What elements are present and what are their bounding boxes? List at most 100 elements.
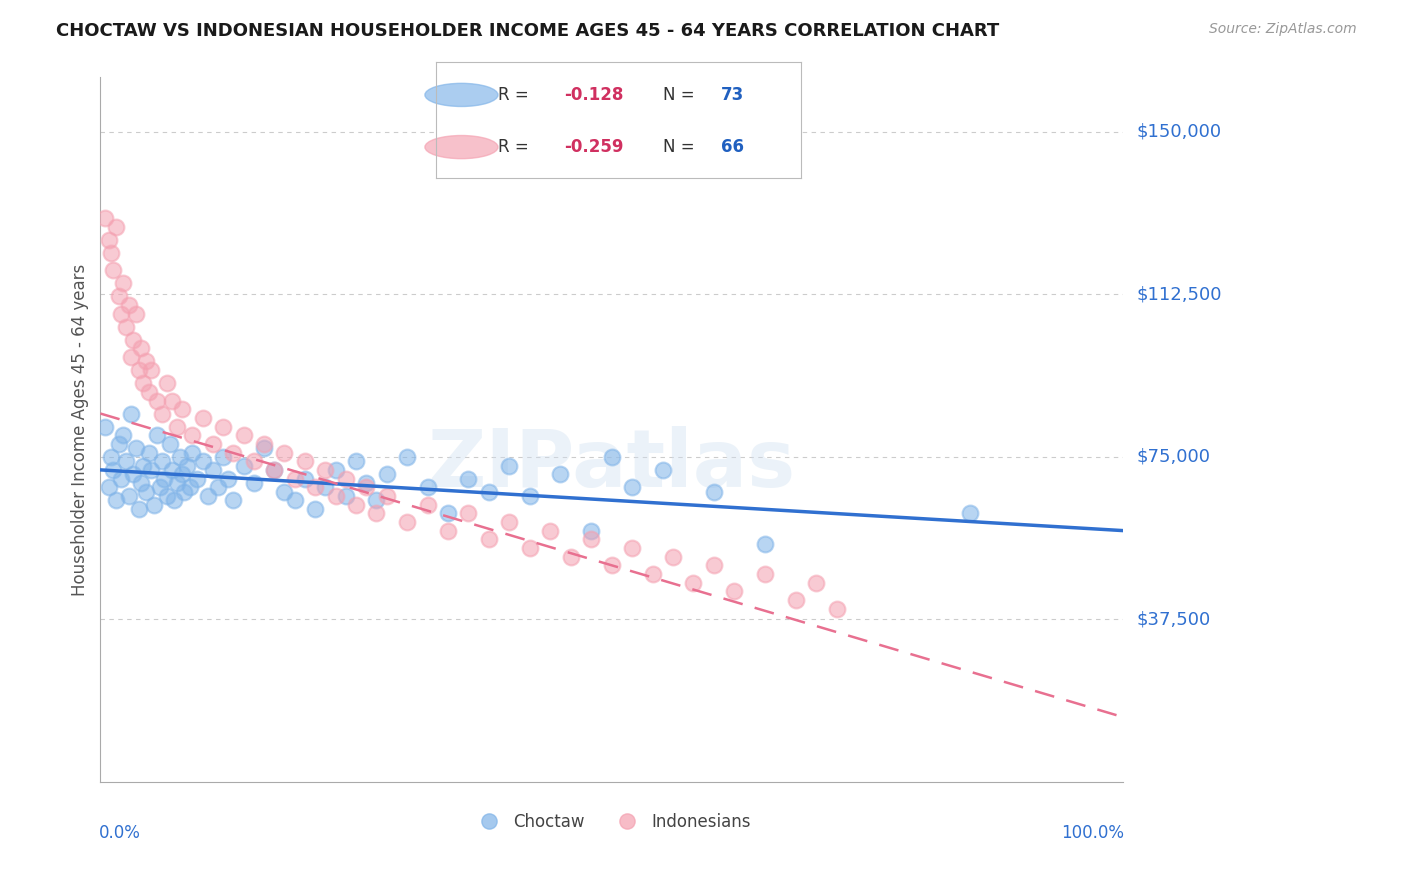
Text: R =: R = bbox=[498, 138, 534, 156]
Point bbox=[128, 363, 150, 377]
Point bbox=[804, 575, 827, 590]
Point bbox=[284, 493, 307, 508]
Point bbox=[396, 450, 419, 464]
Point bbox=[579, 533, 602, 547]
Circle shape bbox=[425, 136, 498, 159]
Point bbox=[304, 480, 326, 494]
Point bbox=[135, 484, 157, 499]
Point bbox=[212, 450, 235, 464]
Point bbox=[166, 419, 188, 434]
Point bbox=[104, 220, 127, 235]
Point bbox=[416, 480, 439, 494]
Point bbox=[232, 428, 254, 442]
Point bbox=[344, 498, 367, 512]
Point bbox=[111, 428, 134, 442]
Point bbox=[115, 454, 138, 468]
Circle shape bbox=[425, 83, 498, 106]
Point bbox=[263, 463, 285, 477]
Point bbox=[107, 289, 129, 303]
Point bbox=[173, 484, 195, 499]
Point bbox=[125, 307, 148, 321]
Point bbox=[621, 480, 644, 494]
Point bbox=[201, 463, 224, 477]
Point bbox=[132, 376, 155, 391]
Point bbox=[156, 376, 179, 391]
Point bbox=[176, 458, 198, 473]
Point bbox=[304, 502, 326, 516]
Point bbox=[478, 484, 501, 499]
Point bbox=[253, 441, 276, 455]
Point bbox=[263, 463, 285, 477]
Point bbox=[416, 498, 439, 512]
Point bbox=[172, 467, 194, 482]
Point bbox=[560, 549, 582, 564]
Point bbox=[519, 489, 541, 503]
Point bbox=[212, 419, 235, 434]
Point bbox=[101, 463, 124, 477]
Point bbox=[142, 498, 165, 512]
Point bbox=[107, 437, 129, 451]
Point bbox=[498, 515, 520, 529]
Point bbox=[120, 350, 142, 364]
Text: $75,000: $75,000 bbox=[1137, 448, 1211, 466]
Point bbox=[97, 480, 120, 494]
Point bbox=[754, 566, 776, 581]
Point bbox=[354, 475, 377, 490]
Point bbox=[825, 601, 848, 615]
Text: CHOCTAW VS INDONESIAN HOUSEHOLDER INCOME AGES 45 - 64 YEARS CORRELATION CHART: CHOCTAW VS INDONESIAN HOUSEHOLDER INCOME… bbox=[56, 22, 1000, 40]
Point bbox=[94, 211, 117, 226]
Text: -0.259: -0.259 bbox=[564, 138, 623, 156]
Point bbox=[122, 333, 145, 347]
Point bbox=[437, 506, 460, 520]
Point bbox=[120, 407, 142, 421]
Point bbox=[641, 566, 664, 581]
Point bbox=[172, 402, 194, 417]
Point bbox=[222, 445, 245, 459]
Point bbox=[538, 524, 561, 538]
Point bbox=[181, 445, 204, 459]
Text: $112,500: $112,500 bbox=[1137, 285, 1222, 303]
Point bbox=[273, 445, 295, 459]
Y-axis label: Householder Income Ages 45 - 64 years: Householder Income Ages 45 - 64 years bbox=[72, 264, 89, 596]
Point bbox=[457, 506, 479, 520]
Point bbox=[325, 463, 347, 477]
Point bbox=[181, 428, 204, 442]
Point bbox=[314, 480, 336, 494]
Point bbox=[152, 472, 174, 486]
Point bbox=[437, 524, 460, 538]
Point bbox=[314, 463, 336, 477]
Point bbox=[160, 393, 183, 408]
Point bbox=[785, 593, 807, 607]
Point bbox=[149, 480, 172, 494]
Point bbox=[111, 277, 134, 291]
Text: R =: R = bbox=[498, 86, 534, 103]
Point bbox=[396, 515, 419, 529]
Point bbox=[325, 489, 347, 503]
Text: $150,000: $150,000 bbox=[1137, 122, 1222, 141]
Point bbox=[159, 437, 181, 451]
Text: ZIPatlas: ZIPatlas bbox=[427, 426, 796, 504]
Point bbox=[723, 584, 745, 599]
Point bbox=[115, 319, 138, 334]
Point bbox=[125, 441, 148, 455]
Point bbox=[145, 393, 167, 408]
Text: 100.0%: 100.0% bbox=[1062, 824, 1123, 842]
Point bbox=[207, 480, 229, 494]
Point bbox=[128, 502, 150, 516]
Point bbox=[110, 307, 132, 321]
Point bbox=[129, 475, 152, 490]
Point bbox=[579, 524, 602, 538]
Point bbox=[129, 342, 152, 356]
Point bbox=[141, 463, 163, 477]
Point bbox=[498, 458, 520, 473]
Point bbox=[191, 454, 214, 468]
Point bbox=[375, 467, 398, 482]
Point bbox=[600, 558, 623, 573]
Point bbox=[457, 472, 479, 486]
Point bbox=[138, 384, 160, 399]
Point bbox=[335, 472, 357, 486]
Point bbox=[201, 437, 224, 451]
Point bbox=[703, 484, 725, 499]
Point bbox=[519, 541, 541, 555]
Point bbox=[141, 363, 163, 377]
